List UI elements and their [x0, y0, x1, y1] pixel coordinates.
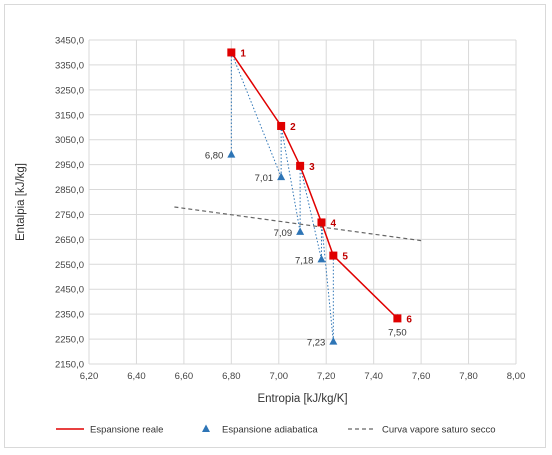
state-number-label: 1: [240, 48, 246, 59]
y-tick-label: 2550,0: [55, 260, 84, 271]
axes: 6,20 6,40 6,60 6,80 7,00 7,20 7,40 7,60 7,80 8,00…: [55, 36, 525, 383]
x-tick-label: 7,20: [317, 371, 336, 382]
real-point: [317, 218, 326, 227]
x-tick-label: 7,00: [270, 371, 289, 382]
y-tick-label: 2250,0: [55, 335, 84, 346]
y-tick-label: 2950,0: [55, 160, 84, 171]
real-point: [329, 251, 338, 260]
y-tick-label: 3350,0: [55, 60, 84, 71]
y-tick-label: 3150,0: [55, 110, 84, 121]
entropy-value-label: 7,01: [255, 173, 274, 184]
adiabatic-point: [227, 150, 236, 158]
entropy-value-label: 6,80: [205, 151, 224, 162]
legend-real-label: Espansione reale: [90, 425, 163, 436]
point-labels: 1 2 3 4 5 6 6,80 7,01 7,09 7,18 7,23 7,50: [205, 48, 413, 348]
real-point: [277, 121, 286, 130]
x-tick-label: 7,80: [459, 371, 478, 382]
real-point: [227, 48, 236, 57]
state-number-label: 3: [309, 162, 315, 173]
adiabatic-connector: [230, 52, 282, 178]
chart-frame: [4, 4, 546, 448]
y-tick-label: 3050,0: [55, 135, 84, 146]
x-tick-label: 8,00: [507, 371, 526, 382]
adiabatic-point: [277, 172, 286, 181]
y-tick-label: 3450,0: [55, 36, 84, 47]
legend-saturation-label: Curva vapore saturo secco: [382, 425, 496, 436]
y-tick-label: 2750,0: [55, 210, 84, 221]
state-number-label: 4: [330, 218, 336, 229]
real-expansion-line: [230, 52, 398, 319]
entropy-value-label: 7,18: [295, 255, 314, 266]
x-axis-title: Entropia [kJ/kg/K]: [257, 393, 347, 405]
x-tick-label: 7,40: [364, 371, 383, 382]
y-tick-label: 2850,0: [55, 185, 84, 196]
adiabatic-connector: [320, 222, 334, 342]
entropy-value-label: 7,23: [307, 338, 326, 349]
markers: [227, 48, 402, 345]
adiabatic-point: [296, 227, 305, 235]
y-tick-label: 3250,0: [55, 85, 84, 96]
adiabatic-connector: [280, 125, 301, 232]
y-tick-label: 2650,0: [55, 235, 84, 246]
y-tick-label: 2450,0: [55, 285, 84, 296]
real-expansion-polyline: [230, 52, 398, 319]
adiabatic-point: [317, 254, 326, 263]
state-number-label: 2: [290, 122, 296, 133]
saturation-curve-line: [174, 206, 422, 242]
legend-adiabatic-swatch: [202, 424, 210, 432]
x-tick-label: 6,60: [175, 371, 194, 382]
state-number-label: 6: [406, 314, 412, 325]
real-point: [393, 314, 402, 323]
x-tick-label: 6,40: [127, 371, 146, 382]
state-number-label: 5: [342, 252, 348, 263]
entropy-value-label: 7,09: [274, 228, 293, 239]
legend: Espansione reale Espansione adiabatica C…: [56, 424, 496, 436]
adiabatic-point: [329, 337, 338, 345]
x-tick-label: 7,60: [412, 371, 431, 382]
connectors: [230, 52, 398, 342]
grid: [88, 39, 517, 365]
x-tick-label: 6,20: [80, 371, 99, 382]
saturation-curve: [174, 206, 422, 242]
y-tick-label: 2150,0: [55, 360, 84, 371]
entropy-value-label: 7,50: [388, 327, 407, 338]
y-tick-label: 2350,0: [55, 310, 84, 321]
x-tick-label: 6,80: [222, 371, 241, 382]
legend-adiabatic-label: Espansione adiabatica: [222, 425, 318, 436]
real-point: [296, 161, 305, 170]
y-axis-title: Entalpia [kJ/kg]: [15, 163, 27, 241]
